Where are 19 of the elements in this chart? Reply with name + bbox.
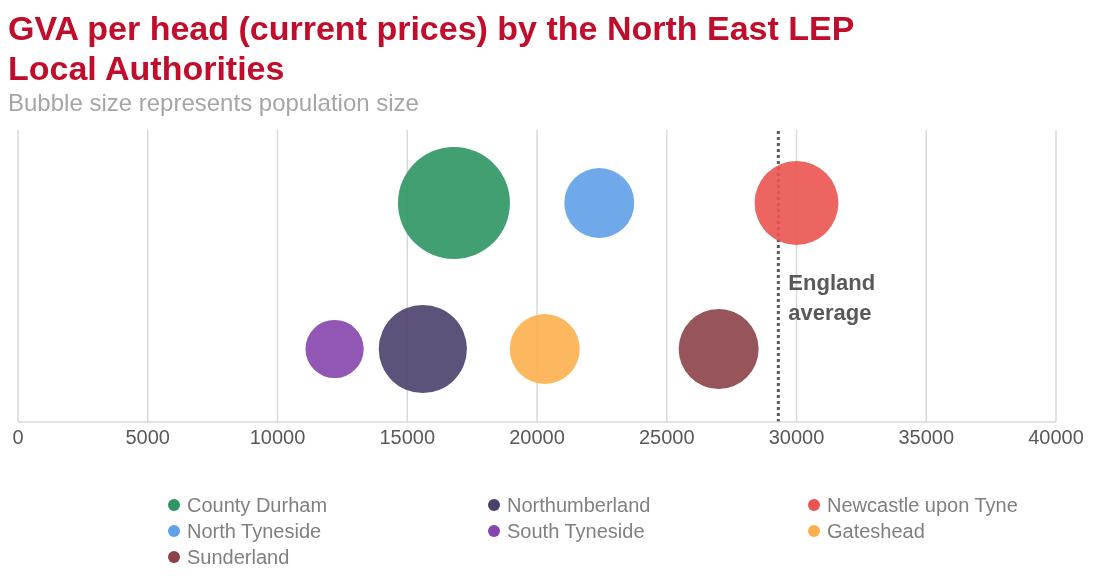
ref-line-label: England average (788, 270, 876, 325)
x-tick-label: 25000 (638, 426, 695, 449)
legend-label: Northumberland (507, 493, 651, 518)
legend-label: South Tyneside (507, 519, 645, 544)
x-tick-label: 35000 (898, 426, 955, 449)
chart-title: GVA per head (current prices) by the North East LEP Local Authorities (8, 8, 855, 88)
x-tick-label: 15000 (379, 426, 436, 449)
chart-subtitle: Bubble size represents population size (8, 88, 420, 118)
x-tick-label: 5000 (125, 426, 170, 449)
x-tick-label: 10000 (249, 426, 306, 449)
x-tick-label: 40000 (1028, 426, 1084, 449)
legend-label: Sunderland (187, 545, 290, 570)
x-tick-label: 30000 (768, 426, 825, 449)
legend-label: Gateshead (827, 519, 925, 544)
x-tick-label: 0 (12, 426, 24, 449)
x-tick-label: 20000 (509, 426, 565, 449)
legend-label: Newcastle upon Tyne (827, 493, 1018, 518)
legend-label: North Tyneside (187, 519, 322, 544)
legend-label: County Durham (187, 493, 328, 518)
